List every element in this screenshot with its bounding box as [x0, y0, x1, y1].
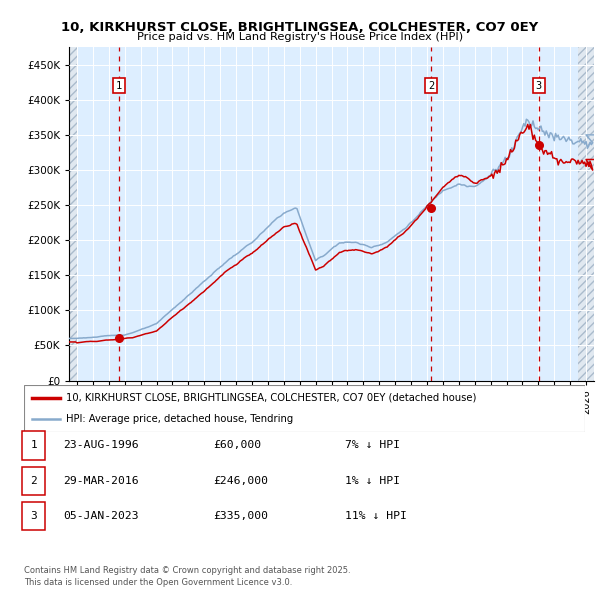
Text: 05-JAN-2023: 05-JAN-2023: [63, 512, 139, 521]
Text: Contains HM Land Registry data © Crown copyright and database right 2025.
This d: Contains HM Land Registry data © Crown c…: [24, 566, 350, 587]
Text: 10, KIRKHURST CLOSE, BRIGHTLINGSEA, COLCHESTER, CO7 0EY (detached house): 10, KIRKHURST CLOSE, BRIGHTLINGSEA, COLC…: [66, 392, 476, 402]
Text: £335,000: £335,000: [213, 512, 268, 521]
Text: £246,000: £246,000: [213, 476, 268, 486]
Text: 2: 2: [30, 476, 37, 486]
FancyBboxPatch shape: [24, 385, 585, 432]
Text: 10, KIRKHURST CLOSE, BRIGHTLINGSEA, COLCHESTER, CO7 0EY: 10, KIRKHURST CLOSE, BRIGHTLINGSEA, COLC…: [61, 21, 539, 34]
Text: 23-AUG-1996: 23-AUG-1996: [63, 441, 139, 450]
Text: 3: 3: [30, 512, 37, 521]
Text: 29-MAR-2016: 29-MAR-2016: [63, 476, 139, 486]
Text: Price paid vs. HM Land Registry's House Price Index (HPI): Price paid vs. HM Land Registry's House …: [137, 32, 463, 42]
Text: 11% ↓ HPI: 11% ↓ HPI: [345, 512, 407, 521]
Text: 1: 1: [30, 441, 37, 450]
Text: 2: 2: [428, 81, 434, 91]
Text: HPI: Average price, detached house, Tendring: HPI: Average price, detached house, Tend…: [66, 414, 293, 424]
Text: 3: 3: [536, 81, 542, 91]
Text: £60,000: £60,000: [213, 441, 261, 450]
Bar: [69, 47, 77, 381]
Text: 1% ↓ HPI: 1% ↓ HPI: [345, 476, 400, 486]
Text: 7% ↓ HPI: 7% ↓ HPI: [345, 441, 400, 450]
Bar: [578, 47, 594, 381]
Text: 1: 1: [116, 81, 122, 91]
